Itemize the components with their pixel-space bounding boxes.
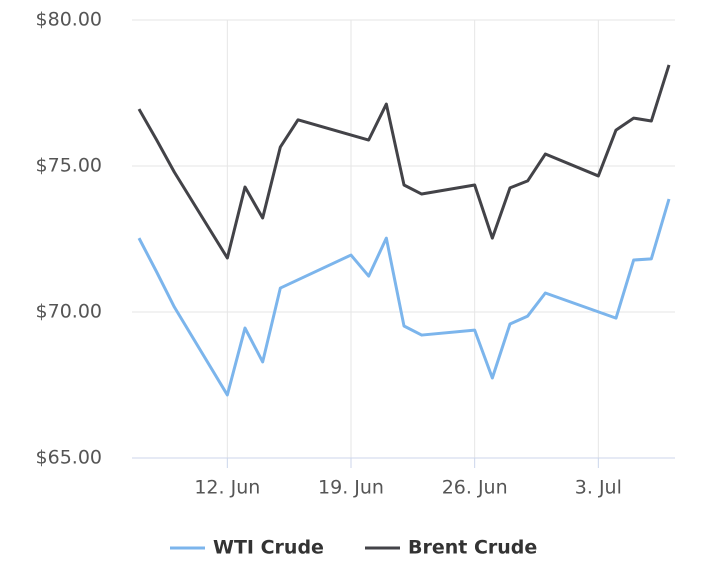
line-series — [137, 64, 671, 260]
x-tick-label: 26. Jun — [442, 477, 508, 499]
legend-text: WTI Crude — [213, 537, 324, 559]
x-tick-label: 3. Jul — [575, 477, 622, 499]
y-tick-label: $80.00 — [36, 9, 102, 31]
y-tick-label: $75.00 — [36, 155, 102, 177]
x-tick-label: 12. Jun — [194, 477, 260, 499]
legend-text: Brent Crude — [408, 537, 537, 559]
x-tick-label: 19. Jun — [318, 477, 384, 499]
y-tick-label: $65.00 — [36, 447, 102, 469]
line-series — [137, 198, 671, 397]
y-tick-label: $70.00 — [36, 301, 102, 323]
